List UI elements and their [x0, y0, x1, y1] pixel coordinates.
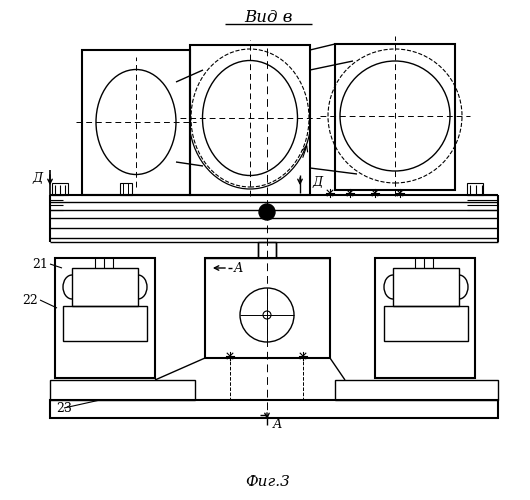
Bar — [190, 45, 310, 195]
Text: 21: 21 — [32, 258, 48, 270]
Text: А: А — [273, 418, 282, 432]
Text: 22: 22 — [22, 294, 38, 306]
Text: Д: Д — [312, 176, 322, 190]
Bar — [120, 183, 132, 195]
Bar — [50, 400, 498, 418]
Bar — [258, 242, 276, 258]
Text: Вид в: Вид в — [244, 10, 292, 26]
Bar — [82, 50, 190, 195]
Text: Фиг.3: Фиг.3 — [245, 475, 290, 489]
Text: Д: Д — [33, 172, 43, 186]
Bar — [375, 258, 475, 378]
Bar — [50, 380, 195, 400]
Text: А: А — [234, 262, 243, 274]
Bar — [55, 258, 155, 378]
Bar — [384, 306, 468, 341]
Bar — [52, 183, 68, 195]
Bar — [63, 306, 147, 341]
Bar — [72, 268, 138, 306]
Text: 23: 23 — [56, 402, 72, 414]
Bar — [335, 380, 498, 400]
Bar — [393, 268, 459, 306]
Bar — [467, 183, 483, 195]
Bar — [335, 44, 455, 190]
Circle shape — [259, 204, 275, 220]
Bar — [205, 258, 330, 358]
